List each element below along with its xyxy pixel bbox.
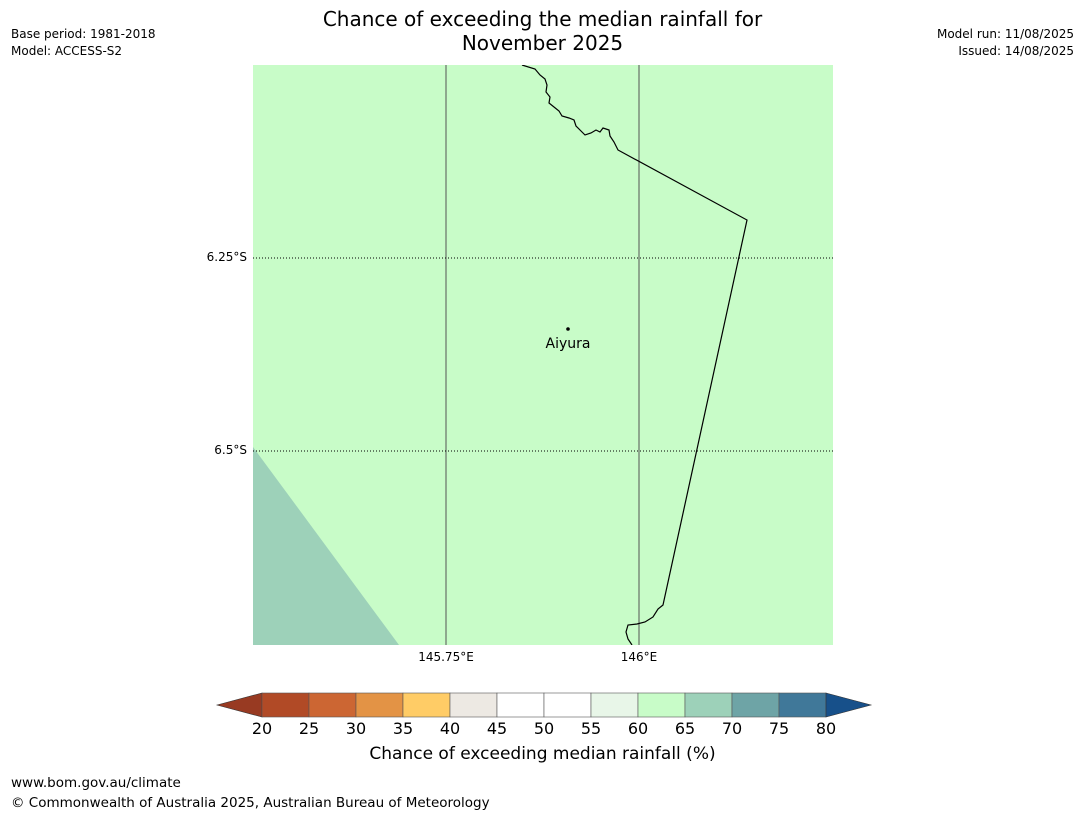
colorbar-tick-label: 35 (392, 719, 414, 738)
lon-tick-146: 146°E (620, 650, 658, 664)
footer-url: www.bom.gov.au/climate (11, 775, 181, 791)
colorbar-tick-label: 70 (721, 719, 743, 738)
colorbar (215, 692, 873, 718)
colorbar-tick-label: 60 (627, 719, 649, 738)
footer-copyright: © Commonwealth of Australia 2025, Austra… (11, 795, 490, 811)
colorbar-bin (308, 692, 357, 718)
colorbar-over-arrow (825, 692, 873, 718)
colorbar-tick-label: 45 (486, 719, 508, 738)
map-background-region (253, 65, 833, 645)
issued-text: Issued: 14/08/2025 (958, 44, 1074, 58)
lon-tick-145-75: 145.75°E (418, 650, 474, 664)
model-text: Model: ACCESS-S2 (11, 44, 123, 58)
colorbar-tick-label: 80 (815, 719, 837, 738)
colorbar-bin (543, 692, 592, 718)
map-title-line-2: November 2025 (461, 31, 624, 55)
metadata-right: Model run: 11/08/2025 Issued: 14/08/2025 (937, 26, 1074, 60)
base-period-text: Base period: 1981-2018 (11, 27, 156, 41)
metadata-left: Base period: 1981-2018 Model: ACCESS-S2 (11, 26, 156, 60)
colorbar-tick-label: 20 (251, 719, 273, 738)
colorbar-tick-label: 55 (580, 719, 602, 738)
map-corner-region (253, 447, 399, 645)
colorbar-bin (731, 692, 780, 718)
colorbar-bin (355, 692, 404, 718)
colorbar-under-arrow (215, 692, 263, 718)
colorbar-bin (496, 692, 545, 718)
colorbar-tick-label: 50 (533, 719, 555, 738)
colorbar-tick-label: 75 (768, 719, 790, 738)
colorbar-bin (590, 692, 639, 718)
aiyura-label: Aiyura (545, 336, 591, 352)
colorbar-tick-label: 65 (674, 719, 696, 738)
aiyura-location-marker (566, 327, 570, 331)
lat-tick-6-5: 6.5°S (214, 443, 247, 457)
colorbar-bin (261, 692, 310, 718)
colorbar-tick-label: 30 (345, 719, 367, 738)
colorbar-bin (637, 692, 686, 718)
model-run-text: Model run: 11/08/2025 (936, 27, 1074, 41)
colorbar-tick-label: 25 (298, 719, 320, 738)
colorbar-bin (402, 692, 451, 718)
colorbar-bin (449, 692, 498, 718)
province-boundary-line (521, 65, 748, 645)
colorbar-bin (778, 692, 827, 718)
lat-tick-6-25: 6.25°S (206, 250, 247, 264)
map-title-line-1: Chance of exceeding the median rainfall … (322, 7, 763, 31)
colorbar-label: Chance of exceeding median rainfall (%) (369, 744, 716, 764)
colorbar-tick-label: 40 (439, 719, 461, 738)
rainfall-map (253, 65, 833, 645)
map-title: Chance of exceeding the median rainfall … (0, 7, 1085, 55)
colorbar-bin (684, 692, 733, 718)
